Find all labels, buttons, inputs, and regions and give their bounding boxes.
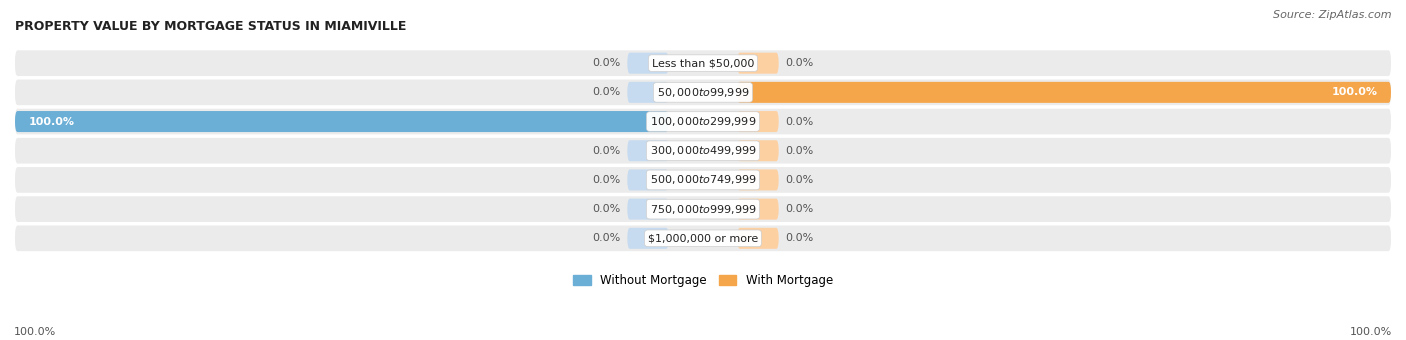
FancyBboxPatch shape <box>15 109 1391 134</box>
Text: $50,000 to $99,999: $50,000 to $99,999 <box>657 86 749 99</box>
Text: 0.0%: 0.0% <box>592 204 620 214</box>
FancyBboxPatch shape <box>15 80 1391 105</box>
FancyBboxPatch shape <box>15 50 1391 76</box>
FancyBboxPatch shape <box>15 167 1391 193</box>
FancyBboxPatch shape <box>737 199 779 220</box>
Text: 0.0%: 0.0% <box>592 175 620 185</box>
FancyBboxPatch shape <box>627 82 669 103</box>
Text: $500,000 to $749,999: $500,000 to $749,999 <box>650 173 756 186</box>
Text: 100.0%: 100.0% <box>1331 87 1378 97</box>
FancyBboxPatch shape <box>15 138 1391 164</box>
FancyBboxPatch shape <box>737 82 1391 103</box>
Text: $1,000,000 or more: $1,000,000 or more <box>648 233 758 243</box>
FancyBboxPatch shape <box>737 53 779 74</box>
FancyBboxPatch shape <box>15 196 1391 222</box>
Text: PROPERTY VALUE BY MORTGAGE STATUS IN MIAMIVILLE: PROPERTY VALUE BY MORTGAGE STATUS IN MIA… <box>15 19 406 33</box>
Text: Less than $50,000: Less than $50,000 <box>652 58 754 68</box>
Text: Source: ZipAtlas.com: Source: ZipAtlas.com <box>1274 10 1392 20</box>
Text: 0.0%: 0.0% <box>592 87 620 97</box>
Text: $300,000 to $499,999: $300,000 to $499,999 <box>650 144 756 157</box>
FancyBboxPatch shape <box>15 111 669 132</box>
Text: 0.0%: 0.0% <box>592 58 620 68</box>
Text: 0.0%: 0.0% <box>786 58 814 68</box>
Legend: Without Mortgage, With Mortgage: Without Mortgage, With Mortgage <box>568 270 838 292</box>
FancyBboxPatch shape <box>627 140 669 161</box>
FancyBboxPatch shape <box>737 111 779 132</box>
Text: 100.0%: 100.0% <box>14 327 56 337</box>
FancyBboxPatch shape <box>627 199 669 220</box>
FancyBboxPatch shape <box>627 53 669 74</box>
Text: $100,000 to $299,999: $100,000 to $299,999 <box>650 115 756 128</box>
Text: 0.0%: 0.0% <box>786 233 814 243</box>
Text: 0.0%: 0.0% <box>786 146 814 156</box>
FancyBboxPatch shape <box>15 225 1391 251</box>
Text: 0.0%: 0.0% <box>786 175 814 185</box>
FancyBboxPatch shape <box>737 140 779 161</box>
FancyBboxPatch shape <box>627 169 669 190</box>
FancyBboxPatch shape <box>737 169 779 190</box>
FancyBboxPatch shape <box>627 228 669 249</box>
Text: 100.0%: 100.0% <box>1350 327 1392 337</box>
Text: 0.0%: 0.0% <box>786 117 814 126</box>
Text: $750,000 to $999,999: $750,000 to $999,999 <box>650 203 756 216</box>
Text: 0.0%: 0.0% <box>786 204 814 214</box>
Text: 0.0%: 0.0% <box>592 146 620 156</box>
FancyBboxPatch shape <box>737 228 779 249</box>
Text: 0.0%: 0.0% <box>592 233 620 243</box>
Text: 100.0%: 100.0% <box>28 117 75 126</box>
